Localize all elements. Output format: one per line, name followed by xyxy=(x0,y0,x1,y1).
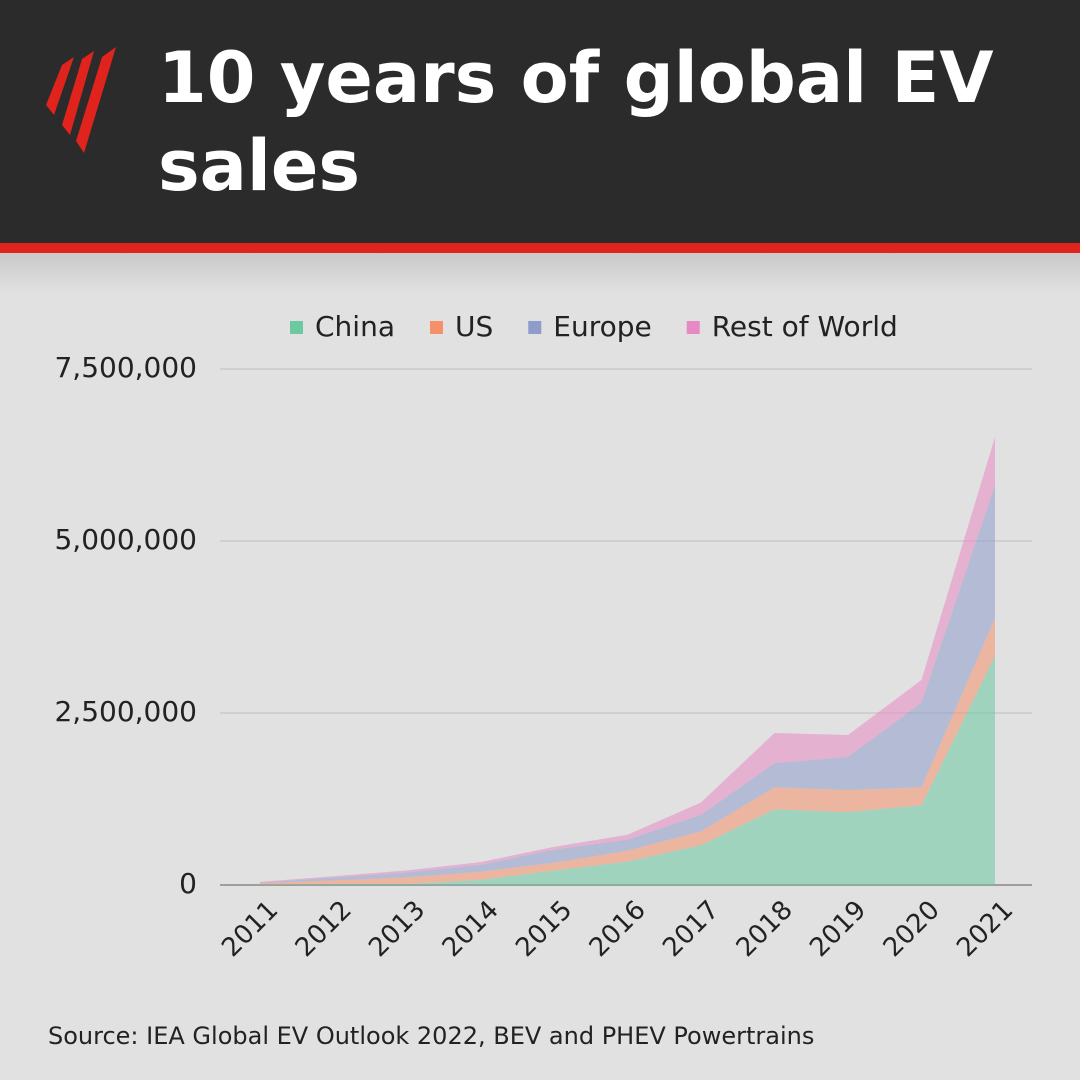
y-tick-label: 2,500,000 xyxy=(54,695,197,728)
header-shadow xyxy=(0,253,1080,293)
x-tick-label: 2017 xyxy=(657,895,725,963)
legend-swatch xyxy=(290,321,303,334)
y-tick-label: 5,000,000 xyxy=(54,523,197,556)
legend-swatch xyxy=(429,321,443,334)
legend-label: Rest of World xyxy=(712,310,898,343)
y-tick-label: 7,500,000 xyxy=(54,351,197,384)
x-tick-label: 2012 xyxy=(290,895,358,963)
legend-label: Europe xyxy=(553,310,651,343)
x-tick-label: 2013 xyxy=(363,895,431,963)
area xyxy=(260,655,995,885)
y-tick-label: 0 xyxy=(179,867,197,900)
header-stripe xyxy=(0,243,1080,253)
x-tick-label: 2016 xyxy=(584,895,652,963)
x-tick-label: 2020 xyxy=(878,895,946,963)
x-tick-label: 2021 xyxy=(951,895,1019,963)
legend-label: US xyxy=(455,310,493,343)
x-tick-label: 2018 xyxy=(731,895,799,963)
x-tick-label: 2011 xyxy=(216,895,284,963)
x-tick-label: 2015 xyxy=(510,895,578,963)
legend-swatch xyxy=(686,321,700,334)
x-tick-label: 2019 xyxy=(804,895,872,963)
logo xyxy=(46,47,116,153)
x-tick-label: 2014 xyxy=(437,895,505,963)
area xyxy=(260,485,995,884)
chart-title: 10 years of global EV sales xyxy=(158,37,994,207)
legend-label: China xyxy=(315,310,395,343)
source-note: Source: IEA Global EV Outlook 2022, BEV … xyxy=(48,1022,814,1050)
legend-swatch xyxy=(528,321,542,334)
header xyxy=(0,0,1080,243)
